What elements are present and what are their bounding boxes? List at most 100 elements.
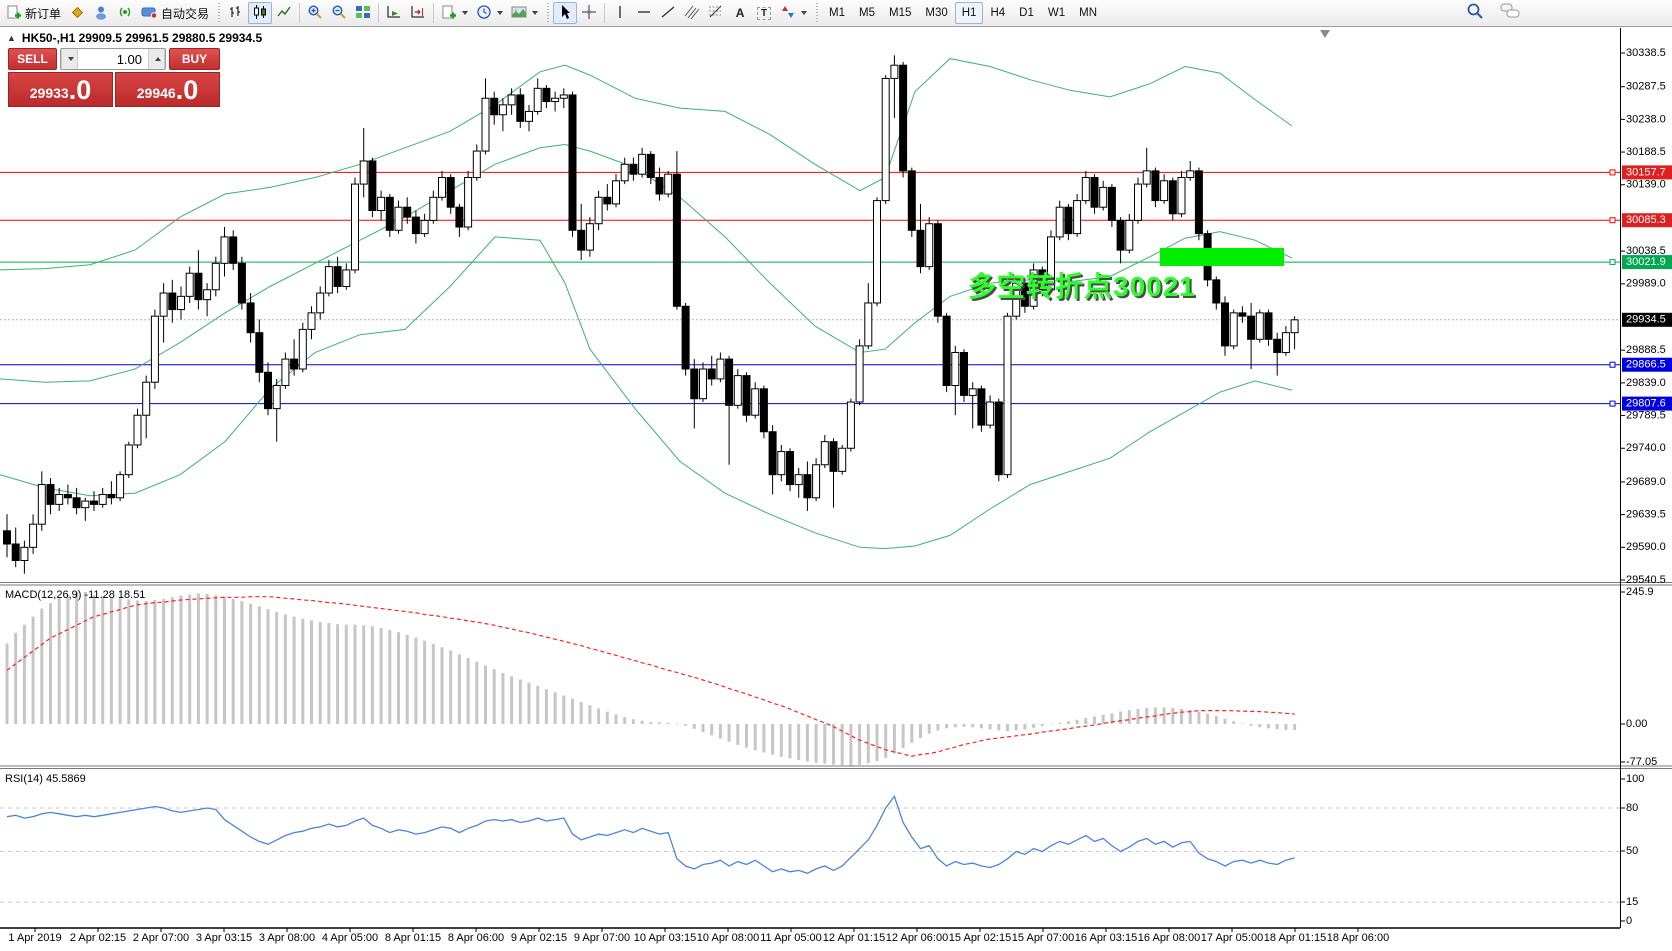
candle-body xyxy=(1125,219,1134,251)
candle-body xyxy=(1160,180,1169,202)
chart-scroll-marker[interactable] xyxy=(1320,30,1330,38)
tf-button-m30[interactable]: M30 xyxy=(925,7,948,19)
sell-price-box[interactable]: 29933 .0 xyxy=(8,72,113,107)
auto-trading-icon xyxy=(141,4,158,23)
level-line-handle[interactable] xyxy=(1609,169,1616,176)
horizontal-line-tool[interactable] xyxy=(632,2,656,24)
candle-body xyxy=(864,302,873,347)
level-price-label-bg xyxy=(1622,165,1672,180)
volume-input[interactable]: 1.00 xyxy=(116,51,142,67)
vertical-line-tool[interactable] xyxy=(608,2,632,24)
buy-button[interactable]: BUY xyxy=(169,48,220,70)
candle-body xyxy=(220,236,229,264)
channel-tool[interactable] xyxy=(680,2,704,24)
level-line-handle[interactable] xyxy=(1609,259,1616,266)
candle-body xyxy=(525,110,533,122)
signals-button[interactable] xyxy=(113,2,137,24)
new-chart-dropdown[interactable] xyxy=(437,2,472,24)
crosshair-tool-button[interactable] xyxy=(577,2,601,24)
search-icon[interactable] xyxy=(1466,2,1484,25)
level-price-label-bg xyxy=(1622,255,1672,270)
channel-icon xyxy=(684,4,700,23)
level-line-handle[interactable] xyxy=(1609,361,1616,368)
candle-body xyxy=(455,206,464,228)
candle-body xyxy=(699,368,707,400)
tf-button-h1[interactable]: H1 xyxy=(954,2,984,24)
candle-body xyxy=(899,64,908,172)
chevron-down-icon xyxy=(801,11,808,15)
tf-button-mn[interactable]: MN xyxy=(1079,7,1097,19)
candle-body xyxy=(281,358,290,387)
candle-body xyxy=(29,523,38,548)
arrows-tool-dropdown[interactable] xyxy=(776,2,811,24)
time-axis-label: 16 Apr 03:15 xyxy=(1075,932,1137,944)
candle-body xyxy=(1116,219,1125,251)
volume-spinner: 1.00 xyxy=(60,48,166,70)
rsi-axis-label: 80 xyxy=(1626,802,1638,814)
bollinger-lower-band xyxy=(0,236,1293,550)
chevron-down-icon xyxy=(532,11,539,15)
candle-body xyxy=(1273,338,1282,353)
zoom-in-button[interactable] xyxy=(303,2,327,24)
candlestick-chart-button[interactable] xyxy=(248,2,273,24)
candle-body xyxy=(1073,200,1082,235)
chart-shift-button[interactable] xyxy=(406,2,430,24)
candle-body xyxy=(177,295,185,311)
candle-body xyxy=(933,223,942,317)
cursor-tool-button[interactable] xyxy=(553,2,578,24)
candle-body xyxy=(612,180,620,205)
candle-body xyxy=(690,368,699,400)
candle-body xyxy=(820,441,829,466)
candle-body xyxy=(568,94,577,231)
community-button[interactable] xyxy=(89,2,113,24)
label-tool[interactable]: T xyxy=(752,2,776,24)
auto-trading-button[interactable]: 自动交易 xyxy=(137,2,213,24)
level-line-handle[interactable] xyxy=(1609,217,1616,224)
level-line-handle[interactable] xyxy=(1609,400,1616,407)
rsi-axis-label: 50 xyxy=(1626,845,1638,857)
tf-button-m1[interactable]: M1 xyxy=(829,7,846,19)
highlight-rectangle[interactable] xyxy=(1160,248,1284,266)
toolbar-grip[interactable] xyxy=(545,3,551,23)
tf-button-d1[interactable]: D1 xyxy=(1019,7,1034,19)
editor-button[interactable] xyxy=(65,2,89,24)
line-chart-button[interactable] xyxy=(272,2,296,24)
zoom-out-button[interactable] xyxy=(327,2,351,24)
candle-body xyxy=(1221,302,1229,347)
sell-button[interactable]: SELL xyxy=(8,48,57,70)
toolbar-separator xyxy=(604,3,606,23)
new-order-button[interactable]: 新订单 xyxy=(2,2,65,24)
tf-button-h4[interactable]: H4 xyxy=(990,7,1006,19)
tf-button-m15[interactable]: M15 xyxy=(889,7,912,19)
tf-button-m5[interactable]: M5 xyxy=(859,7,875,19)
candle-body xyxy=(377,196,386,212)
time-axis-label: 8 Apr 06:00 xyxy=(448,932,504,944)
one-click-collapse-arrow[interactable]: ▲ xyxy=(7,33,16,43)
candle-body xyxy=(316,292,325,314)
fibonacci-tool[interactable] xyxy=(704,2,728,24)
trendline-tool[interactable] xyxy=(656,2,680,24)
toolbar-grip[interactable] xyxy=(216,3,222,23)
volume-increase-button[interactable] xyxy=(148,49,165,69)
signals-icon xyxy=(117,4,133,23)
bar-chart-icon xyxy=(228,4,244,23)
auto-scroll-button[interactable] xyxy=(382,2,406,24)
zoom-out-icon xyxy=(331,4,347,23)
periods-dropdown[interactable] xyxy=(472,2,507,24)
buy-price-box[interactable]: 29946 .0 xyxy=(115,72,220,107)
volume-decrease-button[interactable] xyxy=(61,49,78,69)
candle-body xyxy=(394,206,403,231)
macd-axis-label: -77.05 xyxy=(1626,756,1657,768)
tile-windows-button[interactable] xyxy=(351,2,375,24)
candle-body xyxy=(1194,170,1203,235)
chat-icon[interactable] xyxy=(1500,2,1520,25)
toolbar-grip[interactable] xyxy=(814,3,820,23)
text-tool[interactable]: A xyxy=(728,2,752,24)
candle-body xyxy=(498,104,507,116)
tf-button-w1[interactable]: W1 xyxy=(1047,7,1066,19)
templates-dropdown[interactable] xyxy=(507,2,542,24)
bar-chart-button[interactable] xyxy=(224,2,248,24)
candle-body xyxy=(37,484,46,525)
candle-body xyxy=(237,262,246,304)
